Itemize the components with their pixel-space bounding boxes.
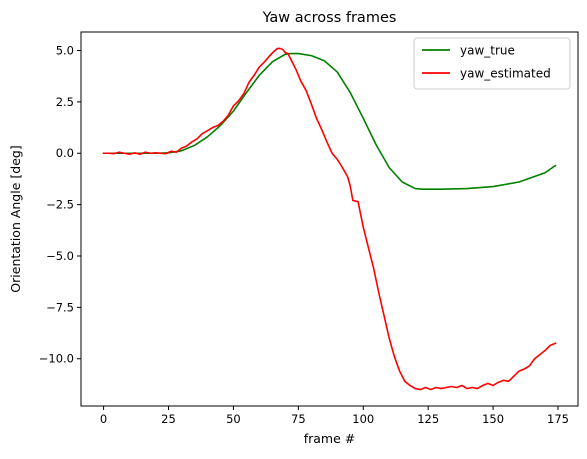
x-tick-label: 175 <box>547 412 569 426</box>
y-axis: 5.0 2.5 0.0 −2.5 −5.0 −7.5 −10.0 <box>39 43 81 366</box>
y-tick-label: −10.0 <box>39 352 74 366</box>
x-tick-label: 125 <box>417 412 439 426</box>
series-line-yaw-true <box>102 52 557 190</box>
y-tick-label: −2.5 <box>46 198 74 212</box>
y-tick-label: 0.0 <box>56 146 74 160</box>
y-axis-label: Orientation Angle [deg] <box>8 145 23 292</box>
legend-label: yaw_true <box>460 44 515 58</box>
legend: yaw_true yaw_estimated <box>413 37 571 90</box>
legend-entry-yaw-estimated: yaw_estimated <box>422 67 551 81</box>
x-axis-label: frame # <box>304 431 356 446</box>
y-tick-label: −5.0 <box>46 249 74 263</box>
x-tick-label: 75 <box>291 412 306 426</box>
x-axis: 0 25 50 75 100 125 150 175 <box>100 406 569 426</box>
y-tick-label: −7.5 <box>46 300 74 314</box>
x-tick-label: 50 <box>226 412 241 426</box>
y-tick-label: 2.5 <box>56 95 74 109</box>
x-tick-label: 150 <box>482 412 504 426</box>
axes-frame <box>80 31 579 407</box>
chart-title: Yaw across frames <box>262 10 397 26</box>
y-tick-label: 5.0 <box>56 43 74 57</box>
legend-box <box>413 37 571 90</box>
x-tick-label: 100 <box>352 412 374 426</box>
legend-label: yaw_estimated <box>460 67 551 81</box>
plot-area <box>80 31 579 407</box>
legend-entry-yaw-true: yaw_true <box>422 44 515 58</box>
series-line-yaw-estimated <box>102 47 557 391</box>
x-tick-label: 0 <box>100 412 107 426</box>
x-tick-label: 25 <box>161 412 176 426</box>
